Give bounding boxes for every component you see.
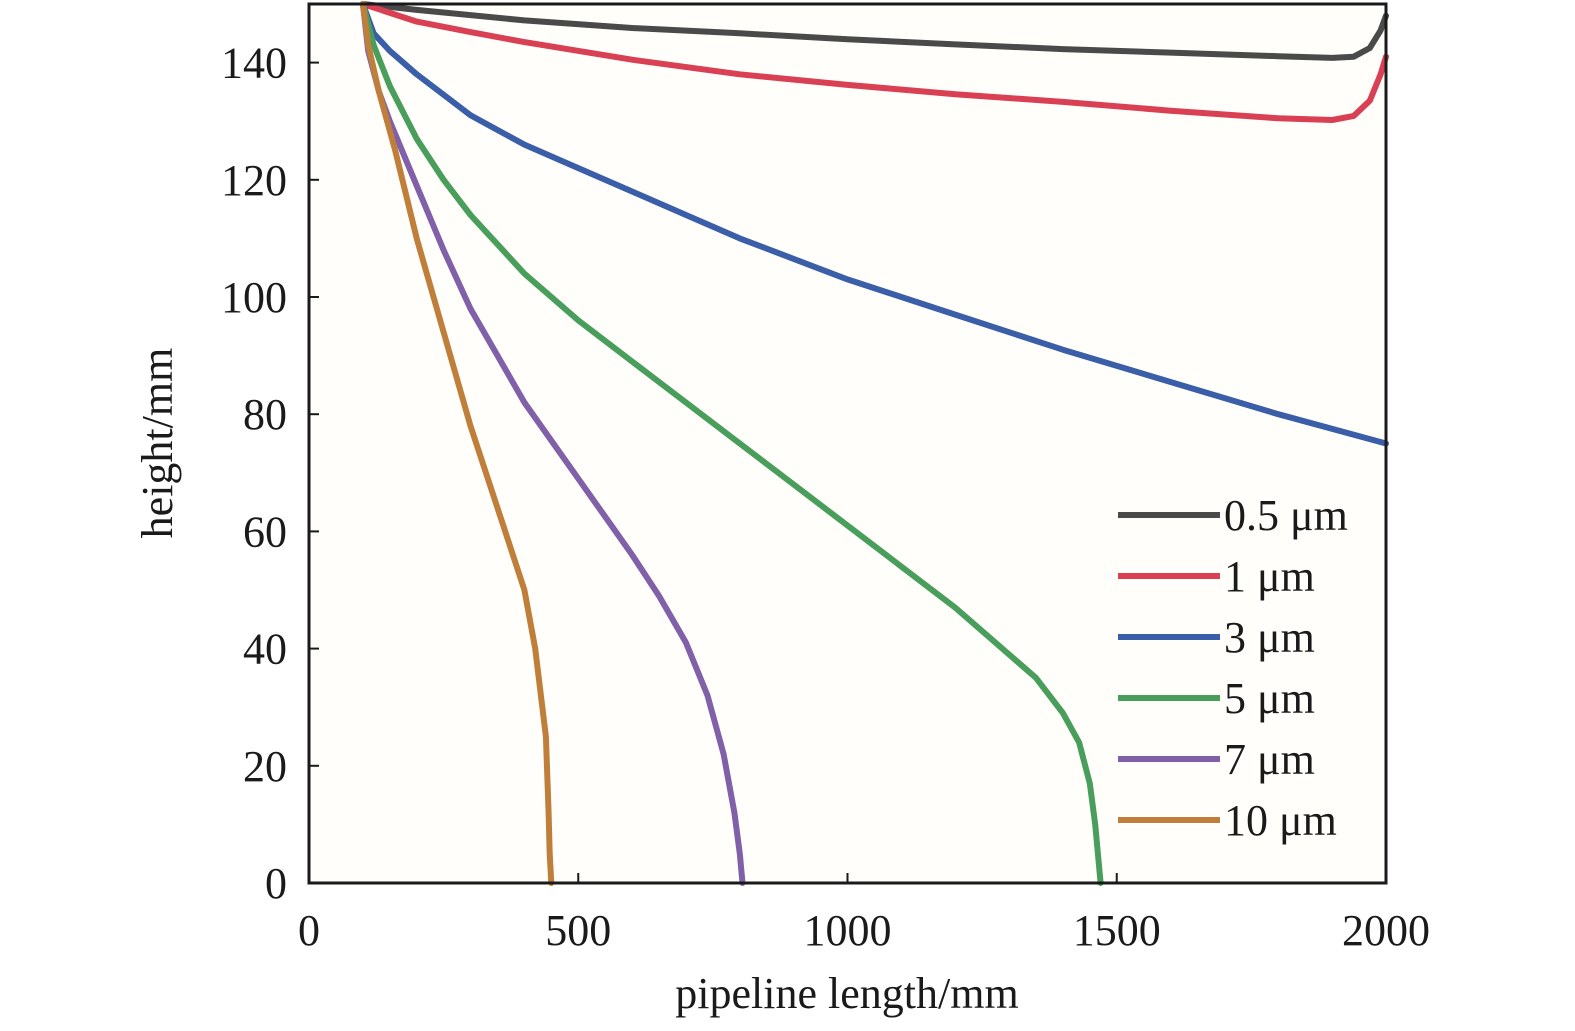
- y-tick-label: 20: [243, 742, 287, 791]
- y-tick-label: 80: [243, 390, 287, 439]
- legend-label: 7 μm: [1224, 735, 1315, 784]
- y-tick-label: 0: [265, 859, 287, 908]
- legend-label: 5 μm: [1224, 674, 1315, 723]
- y-tick-label: 60: [243, 507, 287, 556]
- y-tick-label: 120: [221, 156, 287, 205]
- legend-label: 0.5 μm: [1224, 491, 1348, 540]
- series-line-1: [359, 1, 1389, 123]
- series-layer: [359, 1, 1389, 886]
- legend-label: 1 μm: [1224, 552, 1315, 601]
- x-tick-label: 1000: [804, 906, 892, 955]
- y-tick-label: 40: [243, 625, 287, 674]
- x-axis-title: pipeline length/mm: [675, 969, 1018, 1018]
- series-line-2: [359, 1, 1389, 447]
- x-tick-label: 500: [545, 906, 611, 955]
- plot-area: [309, 4, 1386, 883]
- series-line-0: [359, 1, 1389, 61]
- legend-label: 3 μm: [1224, 613, 1315, 662]
- y-axis: 0 20 40 60 80 100 120 140: [221, 39, 319, 908]
- x-axis: 0 500 1000 1500 2000: [298, 873, 1430, 955]
- y-tick-label: 100: [221, 273, 287, 322]
- y-tick-label: 140: [221, 39, 287, 88]
- legend: 0.5 μm 1 μm 3 μm 5 μm 7 μm 10 μm: [1118, 491, 1348, 845]
- x-tick-label: 0: [298, 906, 320, 955]
- series-line-3: [359, 1, 1104, 886]
- legend-label: 10 μm: [1224, 796, 1337, 845]
- y-axis-title: height/mm: [133, 348, 182, 539]
- series-line-5: [359, 1, 555, 886]
- x-tick-label: 1500: [1073, 906, 1161, 955]
- x-tick-label: 2000: [1342, 906, 1430, 955]
